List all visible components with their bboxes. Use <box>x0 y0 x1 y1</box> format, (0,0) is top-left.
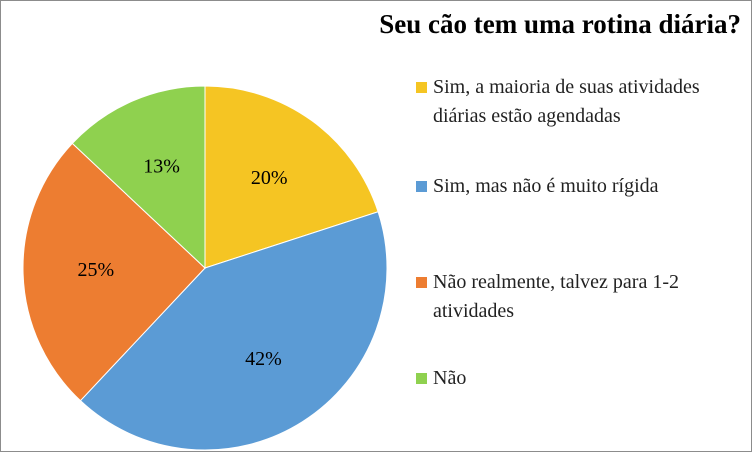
pie-slice <box>204 85 379 269</box>
data-label: 20% <box>251 167 288 189</box>
legend-item: Sim, a maioria de suas atividades diária… <box>416 73 716 131</box>
legend-swatch <box>416 277 427 288</box>
legend-label: Não <box>433 367 467 389</box>
legend-swatch <box>416 82 427 93</box>
legend-item: Não realmente, talvez para 1-2 atividade… <box>416 268 716 326</box>
data-label: 42% <box>245 348 282 370</box>
legend-label: Sim, a maioria de suas atividades diária… <box>433 76 700 127</box>
legend-item: Não <box>416 364 716 393</box>
data-label: 25% <box>78 259 115 281</box>
legend-label: Não realmente, talvez para 1-2 atividade… <box>433 271 679 322</box>
legend-item: Sim, mas não é muito rígida <box>416 172 716 201</box>
pie-slice <box>22 142 206 402</box>
pie-slice <box>79 211 388 451</box>
chart-title: Seu cão tem uma rotina diária? <box>379 9 741 39</box>
legend-swatch <box>416 181 427 192</box>
pie-slice <box>71 85 206 270</box>
legend-label: Sim, mas não é muito rígida <box>433 175 659 197</box>
data-label: 13% <box>143 155 180 177</box>
legend-swatch <box>416 373 427 384</box>
